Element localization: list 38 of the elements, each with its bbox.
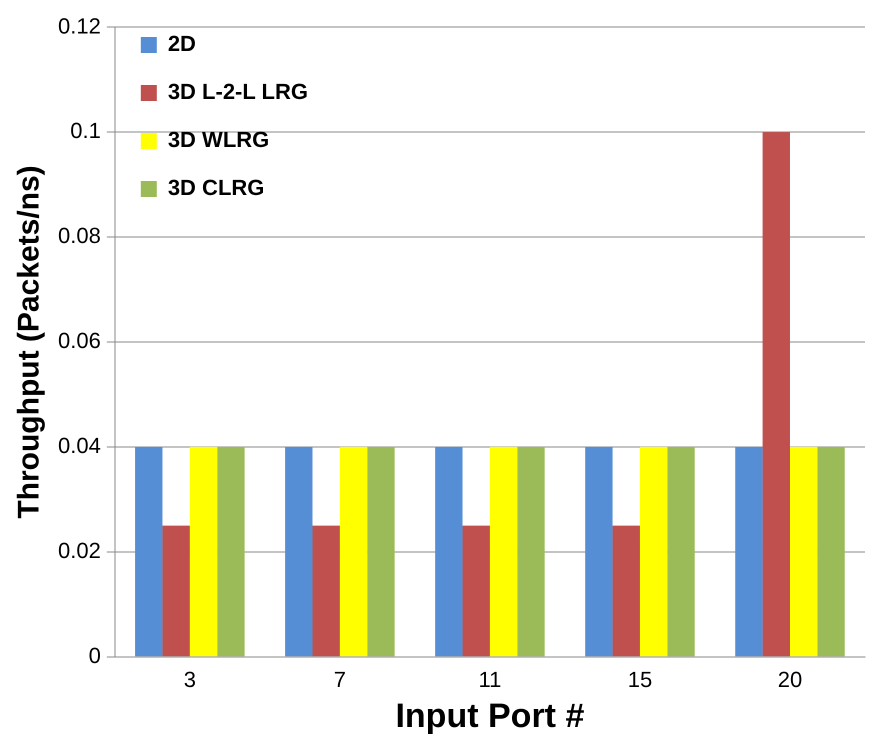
- bar: [817, 446, 845, 656]
- bar: [312, 526, 340, 656]
- bar: [435, 446, 463, 656]
- bar: [190, 446, 218, 656]
- bar: [162, 526, 190, 656]
- bar: [585, 446, 613, 656]
- x-tick-label: 15: [628, 667, 652, 692]
- bar: [735, 446, 763, 656]
- legend-label: 3D L-2-L LRG: [168, 79, 308, 104]
- x-tick-label: 11: [478, 667, 502, 692]
- y-tick-label: 0.1: [70, 118, 101, 144]
- bar: [340, 446, 368, 656]
- bar: [285, 446, 312, 656]
- bar: [462, 526, 490, 656]
- bar: [612, 526, 640, 656]
- y-tick-label: 0.08: [58, 223, 101, 248]
- x-tick-label: 7: [334, 667, 346, 692]
- bar: [640, 446, 668, 656]
- x-axis-title: Input Port #: [395, 696, 584, 735]
- bar: [762, 132, 790, 656]
- bar: [367, 446, 395, 656]
- bar: [790, 446, 818, 656]
- bar: [667, 446, 695, 656]
- bar: [217, 446, 245, 656]
- x-tick-label: 20: [778, 667, 802, 692]
- y-axis-title: Throughput (Packets/ns): [12, 165, 46, 519]
- legend-label: 3D CLRG: [168, 175, 264, 200]
- y-tick-label: 0.02: [58, 538, 101, 563]
- x-tick-label: 3: [184, 667, 196, 692]
- legend-label: 3D WLRG: [168, 127, 270, 152]
- y-tick-label: 0.06: [58, 328, 101, 354]
- legend-label: 2D: [168, 31, 196, 56]
- y-tick-label: 0.12: [58, 13, 101, 38]
- bar: [517, 446, 545, 656]
- bar: [490, 446, 518, 656]
- y-tick-label: 0: [88, 642, 101, 668]
- y-tick-label: 0.04: [58, 432, 101, 458]
- bar: [135, 446, 162, 656]
